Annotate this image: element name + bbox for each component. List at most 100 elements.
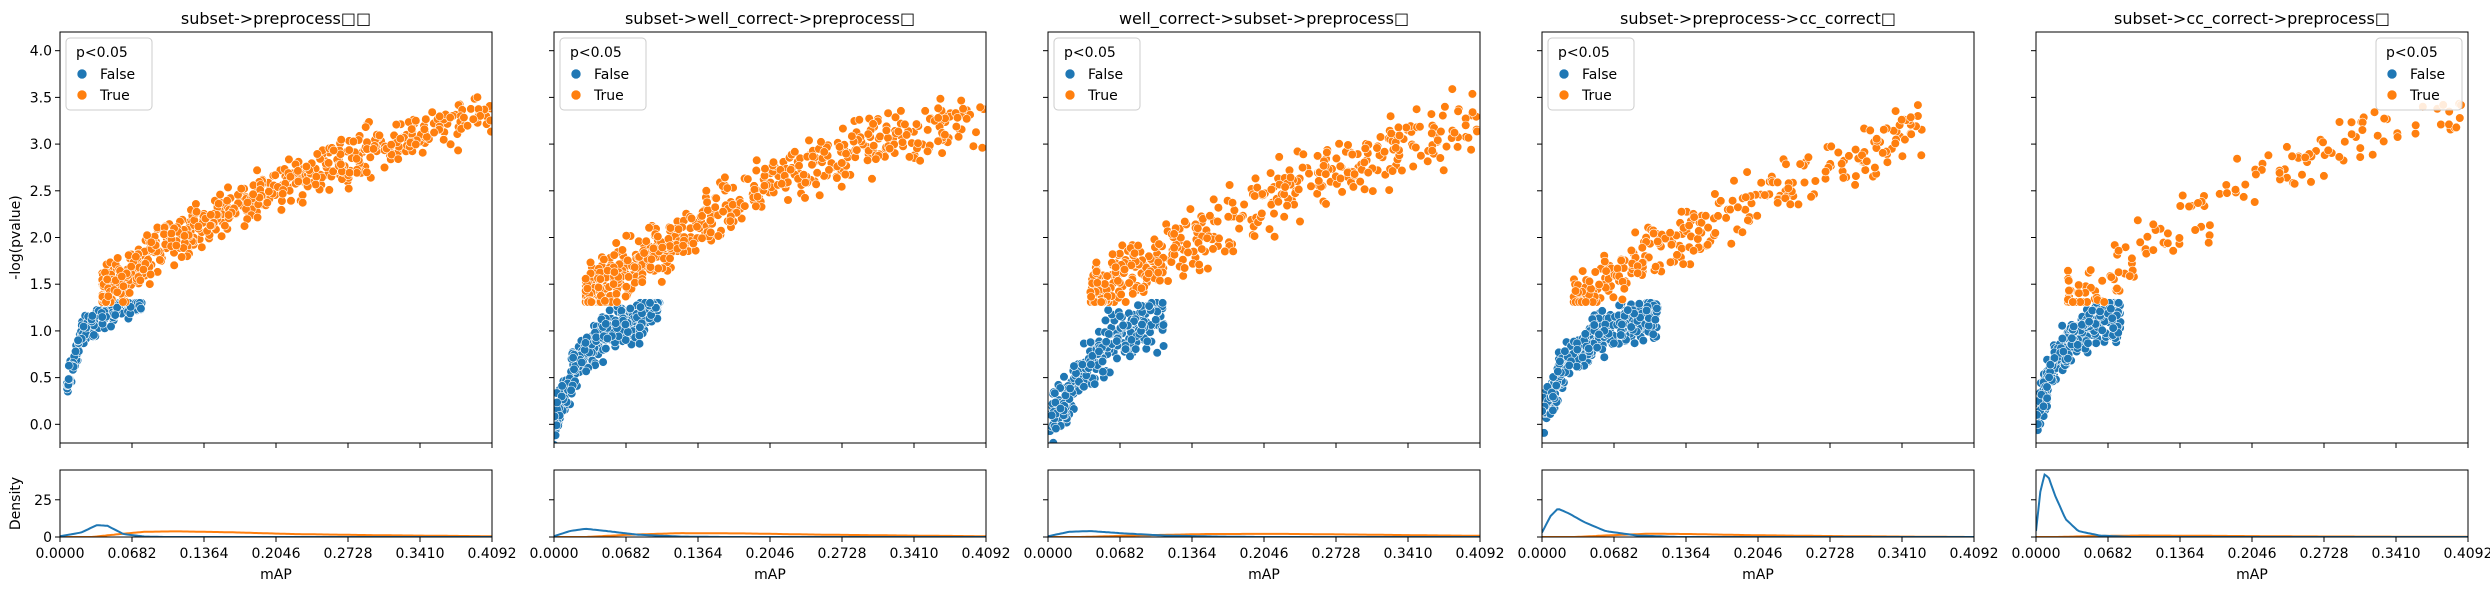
data-point-false — [601, 344, 611, 354]
data-point-false — [1152, 348, 1162, 358]
data-point-true — [1220, 246, 1230, 256]
data-point-true — [2323, 145, 2333, 155]
data-point-true — [1741, 192, 1751, 202]
data-point-false — [1086, 359, 1096, 370]
y-tick-label: 4.0 — [30, 44, 52, 60]
data-point-true — [379, 162, 390, 173]
data-point-true — [2379, 113, 2389, 124]
data-point-true — [837, 158, 847, 168]
data-point-true — [302, 176, 312, 186]
data-point-true — [1091, 266, 1102, 277]
data-point-true — [2064, 276, 2074, 286]
data-point-true — [2282, 142, 2292, 152]
data-point-true — [1833, 147, 1843, 158]
data-point-true — [1229, 205, 1239, 215]
data-point-true — [1701, 211, 1711, 221]
data-point-true — [1449, 128, 1460, 138]
data-point-true — [118, 281, 128, 291]
data-point-true — [419, 124, 430, 134]
data-point-false — [577, 357, 587, 368]
data-point-true — [1586, 284, 1596, 294]
data-point-true — [2379, 136, 2389, 146]
data-point-true — [1349, 169, 1360, 179]
data-point-true — [701, 186, 711, 196]
data-point-true — [639, 248, 649, 258]
density-line-false — [2036, 472, 2468, 537]
data-point-false — [1542, 428, 1549, 438]
data-point-true — [1285, 172, 1296, 182]
data-point-false — [97, 312, 107, 322]
data-point-true — [1408, 161, 1418, 172]
density-panel: 0.0000 0.0682 0.1364 0.2046 0.2728 0.3410 0.40… — [1518, 469, 1999, 583]
data-point-true — [609, 250, 619, 260]
data-point-true — [1266, 184, 1276, 195]
data-point-true — [177, 252, 187, 262]
data-point-true — [2319, 171, 2329, 181]
data-point-true — [1756, 178, 1766, 188]
data-point-true — [1193, 223, 1203, 233]
data-point-true — [205, 221, 215, 231]
legend-label: False — [594, 67, 629, 83]
data-point-true — [1760, 190, 1770, 200]
data-point-true — [901, 130, 912, 140]
data-point-true — [1703, 223, 1713, 233]
data-point-true — [1129, 248, 1140, 258]
data-point-true — [2357, 125, 2367, 135]
data-point-true — [1725, 204, 1735, 215]
data-point-true — [453, 145, 463, 155]
legend-title: p<0.05 — [2386, 45, 2438, 61]
data-point-true — [1384, 185, 1394, 195]
data-point-true — [2436, 119, 2446, 130]
x-tick-label: 0.1364 — [1662, 546, 1711, 562]
data-point-false — [1599, 352, 1609, 362]
data-point-true — [1250, 173, 1261, 183]
density-curves — [2036, 472, 2468, 537]
legend-box — [1547, 37, 1635, 111]
data-point-true — [840, 169, 850, 180]
data-point-true — [737, 213, 747, 224]
data-point-true — [885, 144, 895, 154]
data-point-true — [466, 104, 476, 114]
data-point-true — [1385, 111, 1396, 121]
data-point-false — [1577, 352, 1588, 363]
data-point-true — [1223, 212, 1233, 222]
data-point-true — [1870, 163, 1880, 173]
data-point-true — [834, 142, 845, 152]
data-point-true — [1780, 193, 1790, 203]
data-point-true — [2411, 120, 2421, 130]
data-point-true — [1461, 120, 1471, 130]
data-point-false — [1115, 311, 1125, 321]
legend-title: p<0.05 — [76, 45, 128, 61]
density-y-axis-label: Density — [8, 477, 24, 530]
data-point-true — [2239, 192, 2249, 202]
data-point-true — [1773, 198, 1783, 208]
density-y-tick-label: 0 — [43, 530, 52, 546]
density-curves — [1048, 530, 1480, 537]
data-point-true — [125, 288, 135, 298]
data-point-true — [743, 174, 753, 184]
data-point-true — [881, 125, 892, 135]
density-frame — [2035, 469, 2469, 538]
data-point-true — [1397, 165, 1407, 176]
data-point-false — [554, 411, 560, 421]
data-point-true — [1203, 264, 1213, 274]
data-point-false — [1572, 361, 1582, 372]
legend-label: True — [2409, 88, 2440, 104]
data-point-true — [1415, 122, 1425, 132]
data-point-true — [1273, 197, 1283, 207]
data-point-true — [411, 139, 421, 149]
x-tick-label: 0.4092 — [468, 546, 517, 562]
data-point-true — [621, 282, 631, 292]
data-point-true — [285, 172, 296, 182]
data-point-true — [1178, 271, 1188, 281]
data-point-true — [2290, 179, 2300, 189]
data-point-true — [1689, 212, 1699, 222]
data-point-true — [1916, 150, 1926, 160]
data-point-false — [581, 366, 591, 376]
data-point-true — [2334, 117, 2345, 127]
data-point-false — [1050, 388, 1060, 398]
data-point-false — [651, 303, 661, 313]
data-point-true — [169, 260, 179, 270]
data-point-false — [78, 322, 89, 332]
data-point-true — [2222, 188, 2232, 198]
